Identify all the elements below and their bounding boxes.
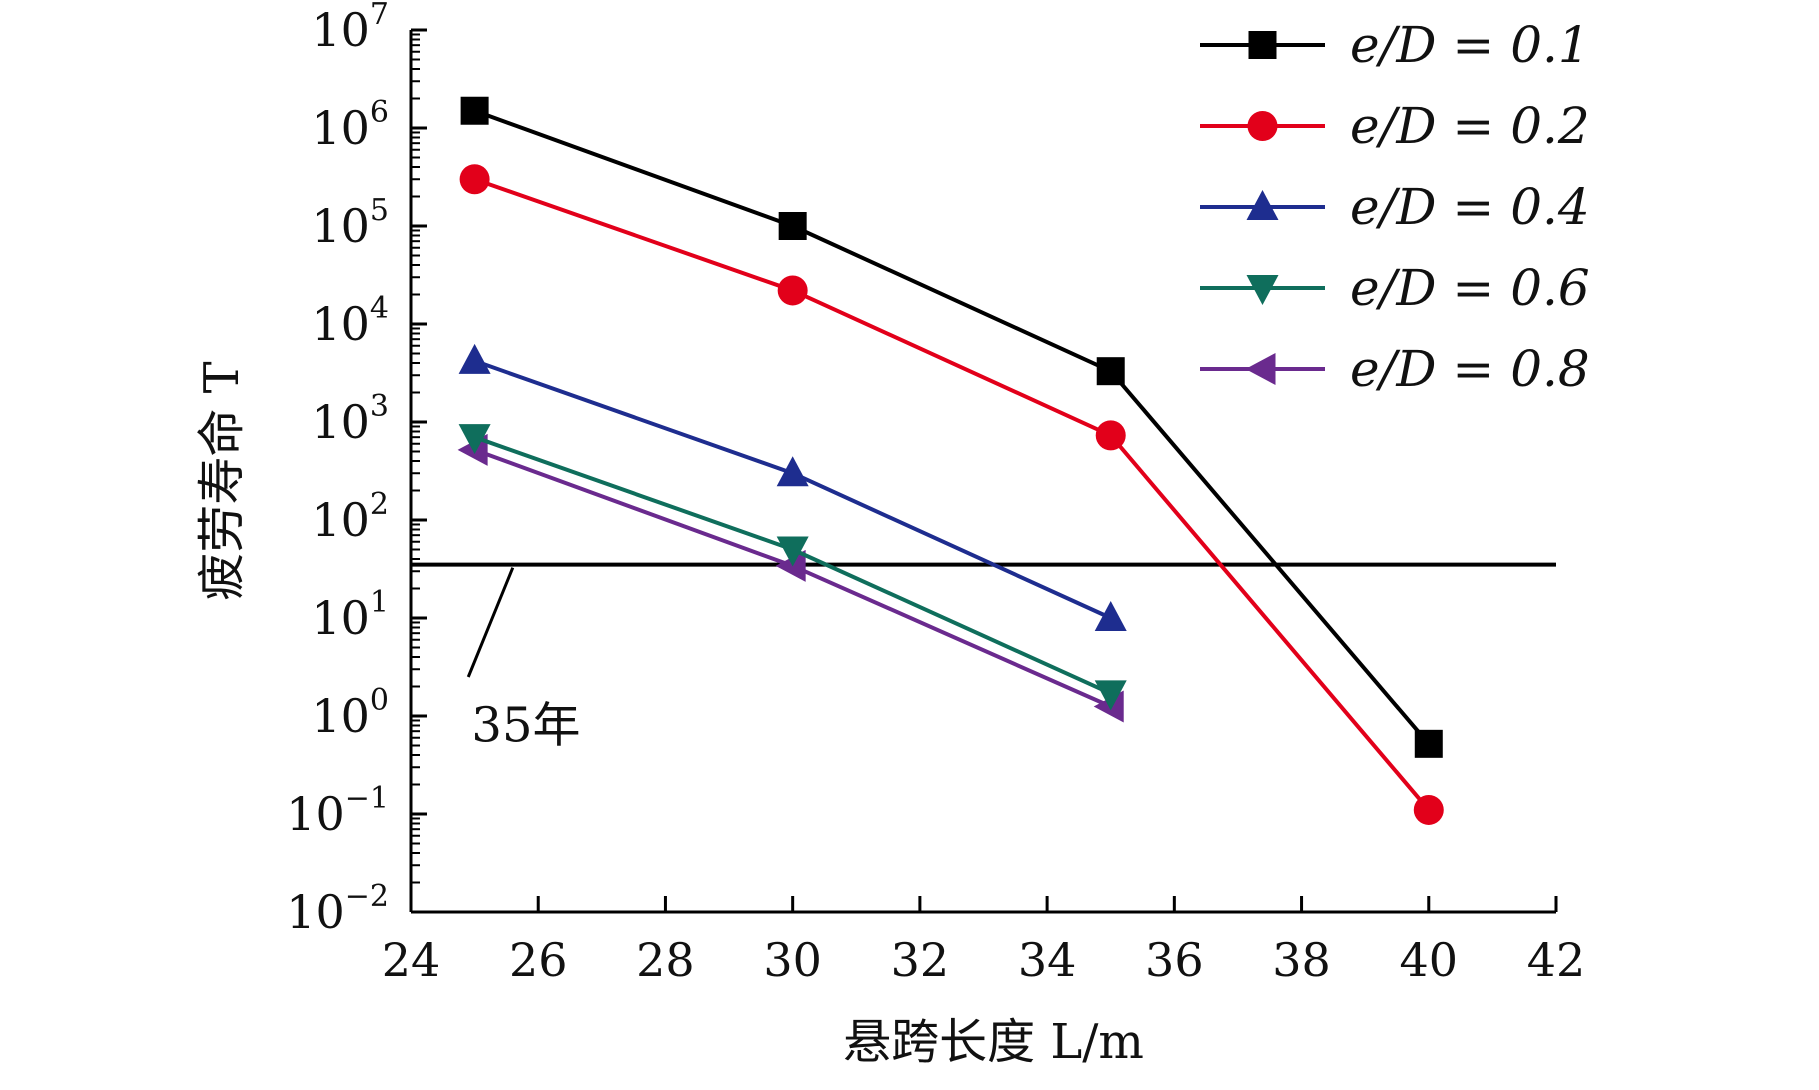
series-0-4-line bbox=[473, 359, 1112, 620]
x-tick-label: 30 bbox=[763, 933, 822, 987]
reference-label: 35年 bbox=[471, 697, 580, 753]
legend-label: e/D = 0.8 bbox=[1350, 340, 1590, 398]
legend-label: e/D = 0.1 bbox=[1350, 16, 1590, 74]
legend-entry: e/D = 0.2 bbox=[1200, 97, 1590, 155]
reference-layer: 35年 bbox=[411, 562, 1556, 753]
legend-entry: e/D = 0.4 bbox=[1200, 178, 1590, 236]
x-tick-label: 28 bbox=[636, 933, 695, 987]
series-0-1-point bbox=[1414, 729, 1443, 758]
legend-marker bbox=[1246, 190, 1279, 220]
y-tick-exponent: 5 bbox=[370, 193, 389, 228]
y-tick-label: 10−1 bbox=[286, 781, 389, 841]
y-tick-base: 10 bbox=[286, 885, 345, 939]
series-0-2 bbox=[459, 164, 1444, 825]
series-0-4 bbox=[458, 343, 1127, 631]
y-tick-base: 10 bbox=[311, 591, 370, 645]
legend-marker bbox=[1246, 275, 1279, 305]
y-tick-base: 10 bbox=[311, 3, 370, 57]
y-tick-label: 105 bbox=[311, 193, 389, 253]
y-tick-label: 103 bbox=[311, 389, 389, 449]
series-0-4-point bbox=[458, 343, 491, 374]
y-tick-label: 104 bbox=[311, 291, 389, 351]
y-tick-exponent: 0 bbox=[370, 683, 389, 718]
series-0-1-point bbox=[778, 212, 807, 240]
y-tick-base: 10 bbox=[311, 101, 370, 155]
series-0-1-point bbox=[460, 96, 489, 125]
series-0-2-point bbox=[777, 275, 808, 306]
y-tick-base: 10 bbox=[311, 395, 370, 449]
legend-entry: e/D = 0.1 bbox=[1200, 16, 1590, 74]
series-0-6-point bbox=[776, 536, 809, 567]
series-0-8-line bbox=[473, 447, 1112, 709]
x-tick-label: 40 bbox=[1400, 933, 1459, 987]
y-tick-exponent: 2 bbox=[370, 487, 389, 522]
y-tick-exponent: 1 bbox=[370, 585, 389, 620]
x-tick-label: 38 bbox=[1272, 933, 1331, 987]
axis-labels-layer: 24 26 28 30 32 34 36 38 40 4210−210−1100101102103… bbox=[194, 0, 1585, 1070]
axes-layer bbox=[409, 28, 1558, 914]
legend-entry: e/D = 0.6 bbox=[1200, 259, 1590, 317]
legend-entry: e/D = 0.8 bbox=[1200, 340, 1590, 398]
y-tick-base: 10 bbox=[311, 689, 370, 743]
x-axis-title: 悬跨长度 L/m bbox=[843, 1014, 1144, 1070]
series-0-2-point bbox=[459, 164, 490, 195]
series-0-2-point bbox=[1413, 794, 1444, 825]
y-tick-label: 101 bbox=[311, 585, 389, 645]
legend-label: e/D = 0.4 bbox=[1350, 178, 1590, 236]
series-0-1-point bbox=[1096, 357, 1125, 386]
series-0-8-point bbox=[775, 549, 806, 582]
x-tick-label: 26 bbox=[509, 933, 568, 987]
y-tick-exponent: 4 bbox=[370, 291, 389, 326]
x-tick-label: 32 bbox=[891, 933, 950, 987]
y-tick-base: 10 bbox=[311, 297, 370, 351]
y-tick-exponent: −2 bbox=[345, 879, 389, 914]
series-layer bbox=[457, 96, 1444, 825]
x-tick-label: 24 bbox=[382, 933, 441, 987]
series-0-4-point bbox=[776, 456, 809, 487]
y-tick-label: 106 bbox=[311, 95, 389, 155]
series-0-6-point bbox=[458, 424, 491, 455]
legend-label: e/D = 0.2 bbox=[1350, 97, 1590, 155]
y-tick-base: 10 bbox=[286, 787, 345, 841]
reference-leader bbox=[466, 567, 515, 678]
y-axis-title: 疲劳寿命 T bbox=[194, 361, 250, 600]
y-tick-label: 10−2 bbox=[286, 879, 389, 939]
series-0-1 bbox=[460, 96, 1443, 758]
y-tick-exponent: 3 bbox=[370, 389, 389, 424]
x-tick-label: 36 bbox=[1145, 933, 1204, 987]
y-tick-label: 102 bbox=[311, 487, 389, 547]
y-tick-exponent: 7 bbox=[370, 0, 389, 32]
y-tick-label: 100 bbox=[311, 683, 389, 743]
legend-label: e/D = 0.6 bbox=[1350, 259, 1590, 317]
legend-marker bbox=[1245, 353, 1276, 385]
y-tick-exponent: −1 bbox=[345, 781, 389, 816]
series-0-2-point bbox=[1095, 420, 1126, 451]
x-tick-label: 42 bbox=[1527, 933, 1586, 987]
x-tick-label: 34 bbox=[1018, 933, 1077, 987]
legend-marker bbox=[1247, 111, 1278, 141]
legend: e/D = 0.1 e/D = 0.2 e/D = 0.4 e/D = 0.6 e/D … bbox=[1200, 16, 1590, 398]
series-0-4-point bbox=[1094, 601, 1127, 631]
legend-marker bbox=[1248, 31, 1277, 59]
series-0-6-point bbox=[1094, 680, 1127, 711]
y-tick-exponent: 6 bbox=[370, 95, 389, 130]
series-0-6 bbox=[458, 424, 1127, 711]
series-0-2-line bbox=[473, 177, 1431, 812]
y-tick-base: 10 bbox=[311, 493, 370, 547]
y-tick-base: 10 bbox=[311, 199, 370, 253]
y-tick-label: 107 bbox=[311, 0, 389, 57]
series-0-1-line bbox=[473, 108, 1431, 746]
